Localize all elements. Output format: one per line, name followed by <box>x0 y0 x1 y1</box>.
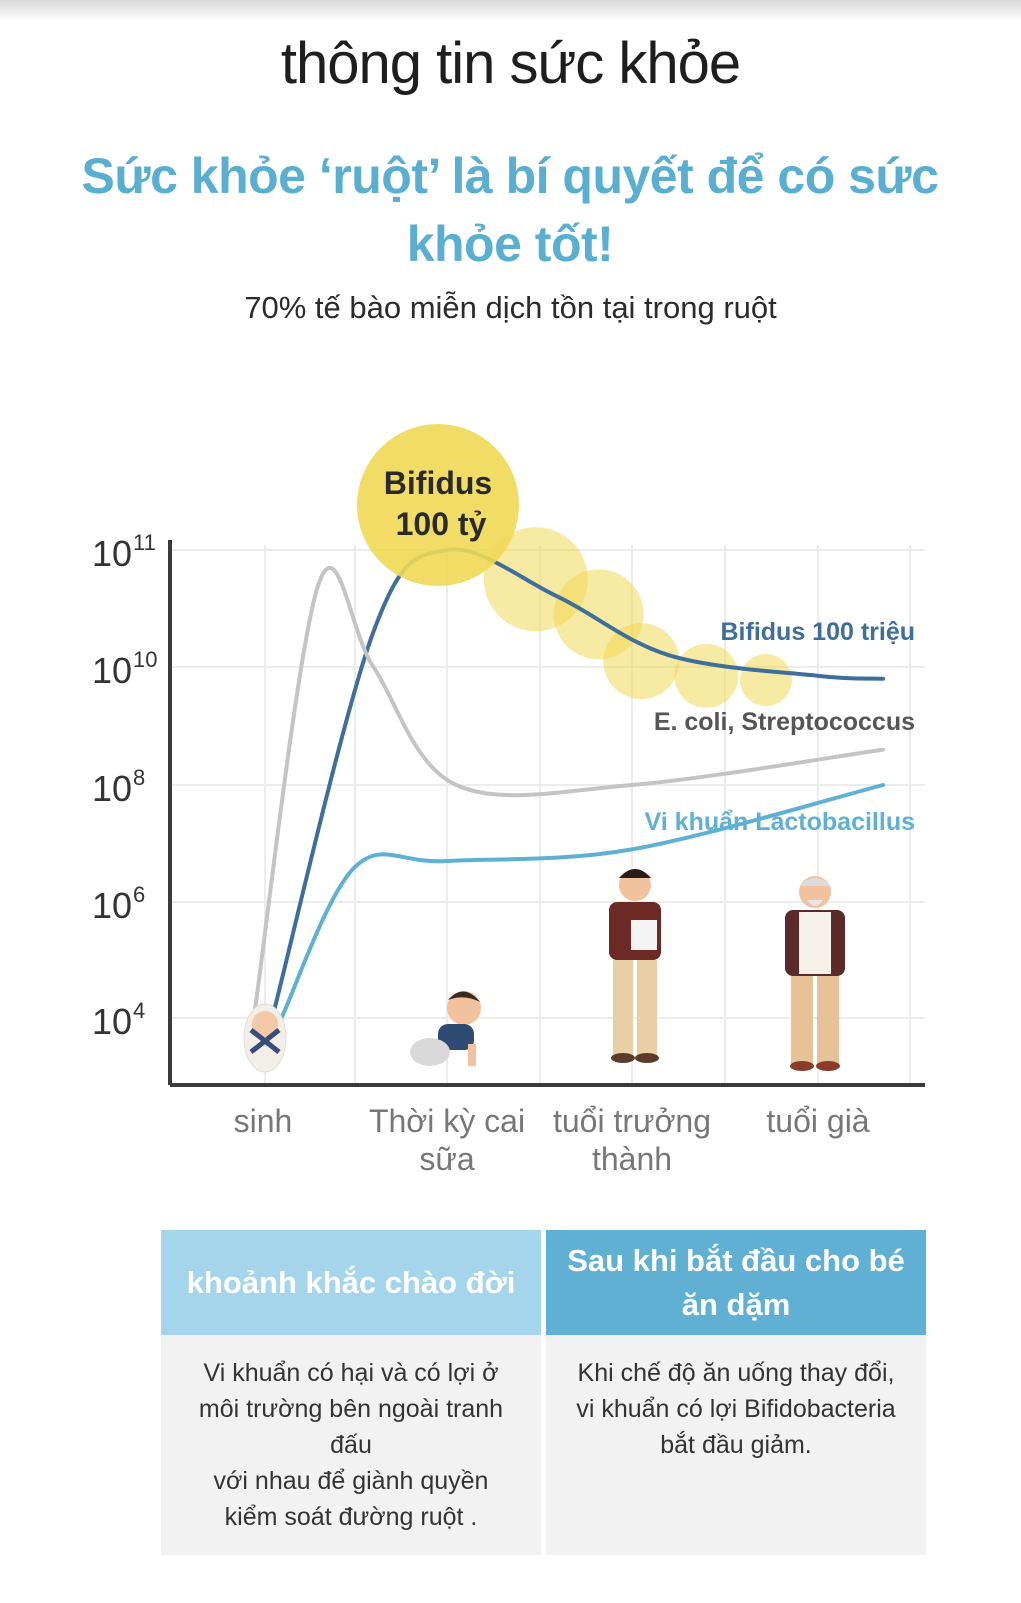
series-lines <box>251 547 886 1020</box>
subheadline: 70% tế bào miễn dịch tồn tại trong ruột <box>244 290 777 325</box>
y-tick-base: 10 <box>92 1001 132 1042</box>
info-box-body: Khi chế độ ăn uống thay đổi, vi khuẩn có… <box>546 1335 926 1555</box>
info-box-title: Sau khi bắt đầu cho bé ăn dặm <box>546 1230 926 1335</box>
info-box-line: bắt đầu giảm. <box>660 1431 812 1459</box>
series-line-1 <box>251 565 886 1020</box>
x-category-line: tuổi già <box>766 1103 869 1139</box>
y-tick-base: 10 <box>92 768 132 809</box>
life-stage-figures <box>243 869 845 1073</box>
info-box-line: Khi chế độ ăn uống thay đổi, <box>577 1359 895 1387</box>
y-tick-exponent: 10 <box>133 647 157 672</box>
bubble <box>603 623 680 700</box>
y-tick-base: 10 <box>92 885 132 926</box>
newborn-illustration <box>243 1003 287 1073</box>
series-line-0 <box>270 547 886 1020</box>
info-box-birth: khoảnh khắc chào đời Vi khuẩn có hại và … <box>161 1230 541 1555</box>
x-category-label: tuổi trưởng thành <box>553 1103 711 1177</box>
page-title: thông tin sức khỏe <box>280 31 741 96</box>
top-shadow <box>0 0 1021 22</box>
info-boxes: khoảnh khắc chào đời Vi khuẩn có hại và … <box>161 1230 926 1555</box>
x-category-line: sữa <box>419 1141 474 1177</box>
y-tick-exponent: 4 <box>133 998 145 1023</box>
elderly-man-illustration <box>785 876 845 1071</box>
info-box-title: khoảnh khắc chào đời <box>161 1230 541 1335</box>
x-category-label: sinh <box>234 1103 293 1139</box>
bubble <box>739 653 792 706</box>
x-category-label: tuổi già <box>766 1103 869 1139</box>
series-label: E. coli, Streptococcus <box>654 708 915 736</box>
series-label: Bifidus 100 triệu <box>721 618 916 646</box>
y-tick-base: 10 <box>92 650 132 691</box>
info-box-line: Vi khuẩn có hại và có lợi ở <box>203 1359 499 1387</box>
info-box-line: môi trường bên ngoài tranh <box>198 1395 504 1423</box>
info-box-weaning: Sau khi bắt đầu cho bé ăn dặm Khi chế độ… <box>546 1230 926 1555</box>
bubble <box>674 643 739 708</box>
headline: Sức khỏe ‘ruột’ là bí quyết để có sức kh… <box>81 148 939 272</box>
y-tick-exponent: 8 <box>133 765 145 790</box>
series-labels: Bifidus 100 triệu E. coli, Streptococcus V… <box>645 618 915 836</box>
adult-man-illustration <box>609 869 661 1063</box>
info-box-line: đấu <box>330 1431 372 1459</box>
y-tick-base: 10 <box>92 533 132 574</box>
chart-axes <box>168 540 925 1087</box>
x-category-label: Thời kỳ cai sữa <box>369 1103 525 1177</box>
info-box-body: Vi khuẩn có hại và có lợi ở môi trường b… <box>161 1335 541 1555</box>
info-box-line: vi khuẩn có lợi Bifidobacteria <box>576 1395 896 1423</box>
info-box-line: kiểm soát đường ruột . <box>224 1503 478 1531</box>
crawling-baby-illustration <box>410 991 481 1066</box>
x-category-line: sinh <box>234 1103 293 1139</box>
callout-bubble <box>357 424 519 586</box>
info-box-line: với nhau để giành quyền <box>213 1467 489 1495</box>
callout-line-2: 100 tỷ <box>396 506 487 542</box>
bifidus-callout: Bifidus 100 tỷ <box>357 424 519 586</box>
series-label: Vi khuẩn Lactobacillus <box>645 808 915 836</box>
x-category-line: thành <box>592 1141 672 1177</box>
x-category-line: Thời kỳ cai <box>369 1103 525 1139</box>
x-category-labels: sinh Thời kỳ cai sữa tuổi trưởng thành tuổi g… <box>234 1103 870 1177</box>
x-category-line: tuổi trưởng <box>553 1103 711 1139</box>
callout-line-1: Bifidus <box>384 465 492 501</box>
bifidus-bubbles <box>483 527 792 708</box>
y-tick-exponent: 6 <box>133 882 145 907</box>
series-line-2 <box>279 783 886 1020</box>
y-tick-exponent: 11 <box>133 530 156 555</box>
